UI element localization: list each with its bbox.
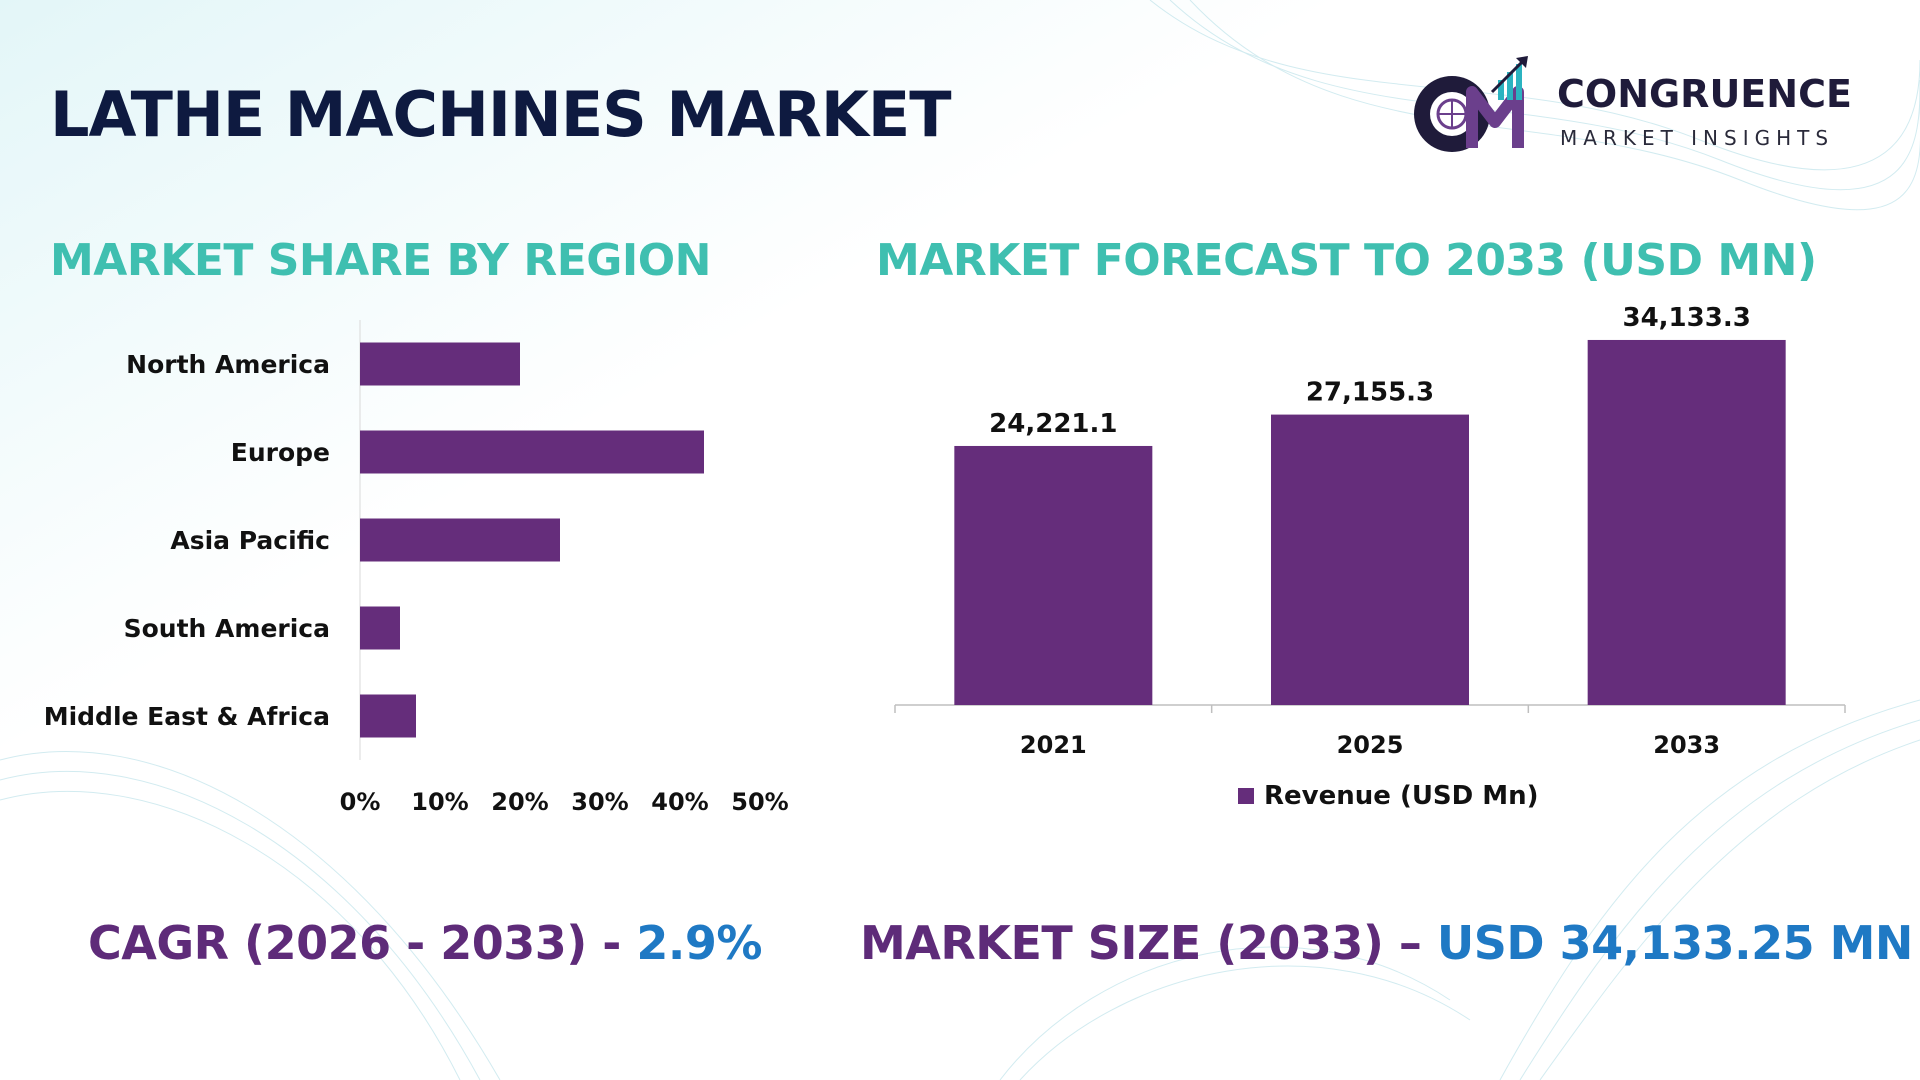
logo-mark-icon <box>1414 56 1528 152</box>
category-label: North America <box>126 350 330 379</box>
logo-name: CONGRUENCE <box>1557 72 1852 116</box>
logo-tagline: MARKET INSIGHTS <box>1560 126 1835 150</box>
cagr-label: CAGR (2026 - 2033) - <box>88 916 621 970</box>
x-tick-label: 0% <box>340 788 381 816</box>
x-tick-label: 30% <box>571 788 628 816</box>
data-label: 27,155.3 <box>1306 378 1434 408</box>
x-tick-label: 2021 <box>1020 731 1087 759</box>
right-section-title: MARKET FORECAST TO 2033 (USD MN) <box>876 235 1817 286</box>
data-label: 24,221.1 <box>989 409 1117 439</box>
legend: Revenue (USD Mn) <box>1238 781 1539 811</box>
bar-south-america <box>360 606 400 650</box>
x-tick-label: 40% <box>651 788 708 816</box>
bar-2025 <box>1271 414 1469 705</box>
revenue-forecast-chart: 24,221.1 2021 27,155.3 2025 34,133.3 2033 Reve… <box>894 303 1846 811</box>
bar-middle-east-africa <box>360 694 416 738</box>
x-tick-label: 2033 <box>1653 731 1720 759</box>
category-label: Middle East & Africa <box>44 702 330 731</box>
category-label: Europe <box>231 438 330 467</box>
cagr-value: 2.9% <box>636 916 762 970</box>
bar-2033 <box>1587 339 1786 705</box>
market-size-value: USD 34,133.25 MN <box>1436 916 1913 970</box>
bar-2021 <box>954 445 1153 705</box>
category-label: South America <box>124 614 330 643</box>
legend-swatch <box>1238 788 1254 804</box>
x-tick-label: 2025 <box>1337 731 1404 759</box>
legend-label: Revenue (USD Mn) <box>1264 781 1539 811</box>
x-tick-label: 50% <box>731 788 788 816</box>
bar-asia-pacific <box>360 518 560 562</box>
x-tick-label: 20% <box>491 788 548 816</box>
region-share-chart: North America Europe Asia Pacific South Ame… <box>44 320 789 816</box>
data-label: 34,133.3 <box>1623 303 1751 333</box>
bar-north-america <box>360 342 520 386</box>
x-tick-label: 10% <box>411 788 468 816</box>
company-logo: CONGRUENCE MARKET INSIGHTS <box>1400 52 1870 162</box>
market-size-label: MARKET SIZE (2033) – <box>860 916 1422 970</box>
category-label: Asia Pacific <box>170 526 330 555</box>
left-section-title: MARKET SHARE BY REGION <box>50 235 712 286</box>
page-title: LATHE MACHINES MARKET <box>50 78 952 151</box>
market-size-statement: MARKET SIZE (2033) – USD 34,133.25 MN <box>860 916 1913 970</box>
cagr-statement: CAGR (2026 - 2033) - 2.9% <box>88 916 762 970</box>
bar-europe <box>360 430 704 474</box>
